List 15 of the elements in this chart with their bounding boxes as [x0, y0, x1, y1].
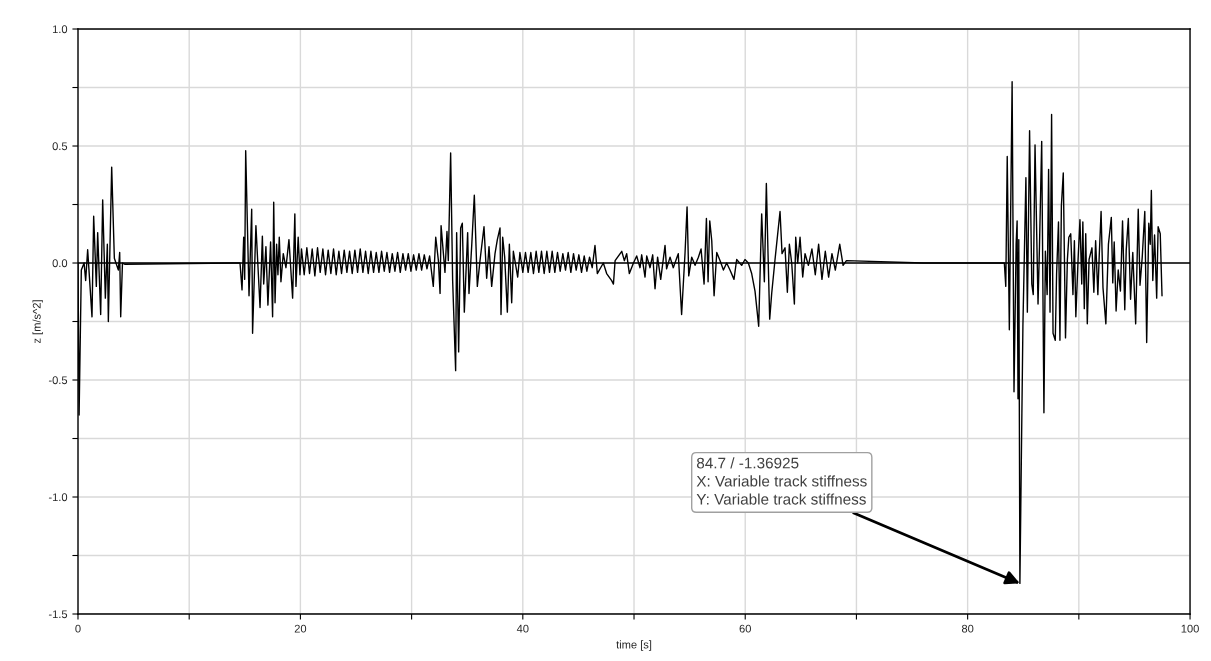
- y-tick-label: -1.0: [48, 493, 68, 502]
- x-tick-label: 20: [294, 624, 307, 633]
- y-tick-label: 1.0: [52, 25, 68, 34]
- x-tick-label: 0: [75, 624, 81, 633]
- y-tick-label: 0.0: [52, 259, 68, 268]
- y-tick-label: -1.5: [48, 610, 68, 619]
- x-axis-title: time [s]: [616, 640, 652, 651]
- x-tick-label: 80: [961, 624, 974, 633]
- x-tick-label: 60: [739, 624, 751, 633]
- y-tick-label: -0.5: [48, 376, 68, 385]
- x-tick-label: 100: [1181, 624, 1199, 633]
- y-tick-label: 0.5: [52, 142, 68, 151]
- annotation: 84.7 / -1.36925 X: Variable track stiffness Y: Variable track stiffness: [696, 457, 867, 505]
- y-axis-title: z [m/s^2]: [32, 300, 43, 344]
- x-tick-label: 40: [516, 624, 529, 633]
